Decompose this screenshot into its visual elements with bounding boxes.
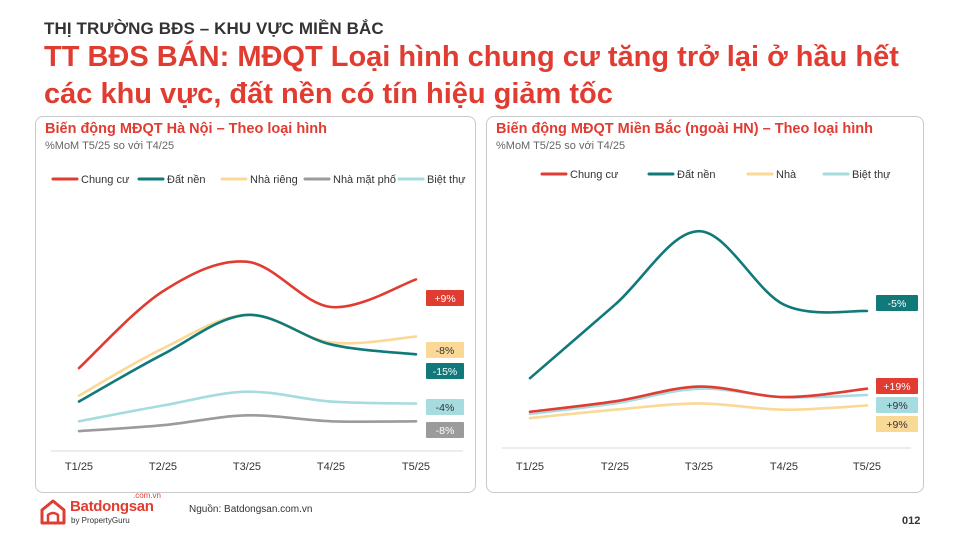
section-kicker: THỊ TRƯỜNG BĐS – KHU VỰC MIỀN BẮC bbox=[44, 19, 384, 38]
data-label-dat-nen: -5% bbox=[876, 295, 918, 311]
x-tick-label: T4/25 bbox=[770, 461, 798, 473]
source-note: Nguồn: Batdongsan.com.vn bbox=[189, 504, 313, 515]
logo-byline: by PropertyGuru bbox=[71, 516, 130, 525]
data-label-text: -4% bbox=[436, 402, 455, 414]
data-label-box bbox=[876, 378, 918, 394]
legend-item-nha-rieng: Nhà riêng bbox=[220, 174, 298, 186]
x-tick-label: T3/25 bbox=[233, 461, 261, 473]
data-label-dat-nen: -15% bbox=[426, 363, 464, 379]
legend-item-biet-thu: Biệt thự bbox=[397, 174, 466, 186]
data-label-text: -5% bbox=[888, 298, 907, 310]
series-line-dat-nen bbox=[528, 229, 869, 380]
data-label-nha: +9% bbox=[876, 416, 918, 432]
legend-item-dat-nen: Đất nền bbox=[647, 169, 716, 181]
data-label-nha-mat-pho: -8% bbox=[426, 422, 464, 438]
legend-label: Biệt thự bbox=[427, 174, 466, 186]
batdongsan-logo: Batdongsan .com.vn by PropertyGuru bbox=[40, 491, 170, 529]
logo-domain: .com.vn bbox=[133, 491, 162, 500]
chart-subtitle: %MoM T5/25 so với T4/25 bbox=[45, 140, 175, 152]
legend-label: Đất nền bbox=[167, 174, 206, 186]
legend-label: Chung cư bbox=[570, 169, 619, 181]
x-tick-label: T2/25 bbox=[149, 461, 177, 473]
legend-item-chung-cu: Chung cư bbox=[540, 169, 619, 181]
chart-panel-mien-bac: T1/25 T2/25 T3/25 T4/25 T5/25 Chung cư Đất nền… bbox=[486, 116, 924, 493]
legend-label: Nhà bbox=[776, 169, 797, 181]
data-label-box bbox=[426, 363, 464, 379]
chart-title: Biến động MĐQT Miền Bắc (ngoài HN) – The… bbox=[496, 121, 873, 137]
data-label-biet-thu: +9% bbox=[876, 397, 918, 413]
logo-wordmark: Batdongsan bbox=[70, 498, 154, 515]
x-tick-label: T3/25 bbox=[685, 461, 713, 473]
data-label-text: -8% bbox=[436, 425, 455, 437]
x-tick-label: T4/25 bbox=[317, 461, 345, 473]
data-label-box bbox=[876, 416, 918, 432]
series-line-biet-thu bbox=[77, 390, 418, 423]
data-label-nha-rieng: -8% bbox=[426, 342, 464, 358]
data-label-chung-cu: +9% bbox=[426, 290, 464, 306]
series-line-nha bbox=[528, 402, 869, 420]
series-line-nha-mat-pho bbox=[77, 414, 418, 433]
data-label-box bbox=[426, 290, 464, 306]
data-label-text: +9% bbox=[886, 419, 907, 431]
house-logo-icon bbox=[40, 499, 66, 525]
series-line-chung-cu bbox=[528, 385, 869, 414]
hanoi-line-chart: T1/25 T2/25 T3/25 T4/25 T5/25 Chung cư Đất nền… bbox=[51, 174, 466, 473]
data-label-biet-thu: -4% bbox=[426, 399, 464, 415]
data-label-text: +9% bbox=[886, 400, 907, 412]
series-line-biet-thu bbox=[528, 387, 869, 416]
data-label-text: -8% bbox=[436, 345, 455, 357]
x-tick-label: T5/25 bbox=[402, 461, 430, 473]
data-label-chung-cu: +19% bbox=[876, 378, 918, 394]
data-label-text: -15% bbox=[433, 366, 458, 378]
series-line-dat-nen bbox=[77, 313, 418, 403]
data-label-box bbox=[876, 397, 918, 413]
x-tick-label: T2/25 bbox=[601, 461, 629, 473]
legend-item-chung-cu: Chung cư bbox=[51, 174, 130, 186]
legend-label: Chung cư bbox=[81, 174, 130, 186]
legend-label: Nhà mặt phố bbox=[333, 174, 396, 186]
series-line-chung-cu bbox=[77, 260, 418, 370]
series-line-nha-rieng bbox=[77, 313, 418, 397]
x-tick-label: T1/25 bbox=[516, 461, 544, 473]
legend-item-biet-thu: Biệt thự bbox=[822, 169, 891, 181]
legend-label: Nhà riêng bbox=[250, 174, 298, 186]
data-label-box bbox=[426, 342, 464, 358]
data-label-box bbox=[426, 399, 464, 415]
chart-panel-hanoi: T1/25 T2/25 T3/25 T4/25 T5/25 Chung cư Đất nền… bbox=[35, 116, 476, 493]
data-label-text: +9% bbox=[434, 293, 455, 305]
chart-subtitle: %MoM T5/25 so với T4/25 bbox=[496, 140, 626, 152]
mien-bac-line-chart: T1/25 T2/25 T3/25 T4/25 T5/25 Chung cư Đất nền… bbox=[502, 169, 918, 473]
data-label-box bbox=[426, 422, 464, 438]
x-tick-label: T1/25 bbox=[65, 461, 93, 473]
legend-item-nha-mat-pho: Nhà mặt phố bbox=[303, 174, 396, 186]
chart-title: Biến động MĐQT Hà Nội – Theo loại hình bbox=[45, 121, 327, 137]
legend-item-dat-nen: Đất nền bbox=[137, 174, 206, 186]
page-number: 012 bbox=[902, 515, 921, 527]
legend-label: Biệt thự bbox=[852, 169, 891, 181]
data-label-box bbox=[876, 295, 918, 311]
legend-label: Đất nền bbox=[677, 169, 716, 181]
data-label-text: +19% bbox=[883, 381, 910, 393]
legend-item-nha: Nhà bbox=[746, 169, 797, 181]
page-headline: TT BĐS BÁN: MĐQT Loại hình chung cư tăng… bbox=[44, 41, 899, 110]
x-tick-label: T5/25 bbox=[853, 461, 881, 473]
